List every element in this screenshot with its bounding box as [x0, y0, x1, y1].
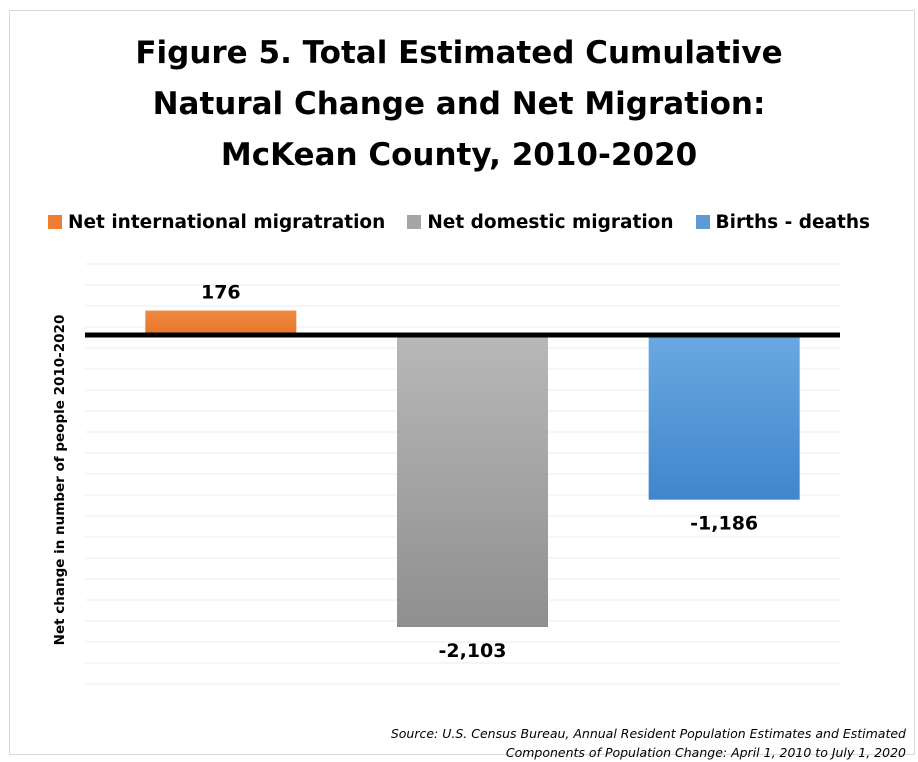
legend-swatch-births-deaths [695, 215, 710, 229]
data-label-net-international-migration: 176 [201, 282, 241, 304]
chart-title: Figure 5. Total Estimated Cumulative Nat… [0, 28, 918, 181]
legend-swatch-international [48, 215, 62, 229]
legend-label-international: Net international migratration [68, 211, 386, 233]
legend-item-births-deaths: Births - deaths [695, 211, 870, 233]
source-note: Source: U.S. Census Bureau, Annual Resid… [391, 724, 906, 762]
bars [145, 310, 800, 627]
chart-title-line-2: Natural Change and Net Migration: [152, 86, 766, 122]
legend-item-domestic: Net domestic migration [407, 211, 674, 233]
legend-label-domestic: Net domestic migration [427, 211, 674, 233]
chart-frame [9, 10, 915, 755]
legend-swatch-domestic [407, 215, 422, 229]
source-line-1: Source: U.S. Census Bureau, Annual Resid… [390, 726, 906, 741]
chart-title-line-3: McKean County, 2010-2020 [220, 137, 698, 173]
legend-label-births-deaths: Births - deaths [715, 211, 870, 233]
data-label-net-domestic-migration: -2,103 [439, 640, 507, 662]
data-labels: 176 -2,103 -1,186 [201, 282, 758, 662]
chart-title-line-1: Figure 5. Total Estimated Cumulative [135, 35, 783, 71]
data-label-births-deaths: -1,186 [690, 513, 758, 535]
legend-item-international: Net international migratration [48, 212, 385, 233]
source-line-2: Components of Population Change: April 1… [505, 745, 906, 760]
bar-births-deaths [648, 335, 800, 500]
bar-net-domestic-migration [397, 335, 548, 627]
chart-legend: Net international migratration Net domes… [0, 208, 918, 236]
bar-net-international-migration [145, 310, 297, 335]
